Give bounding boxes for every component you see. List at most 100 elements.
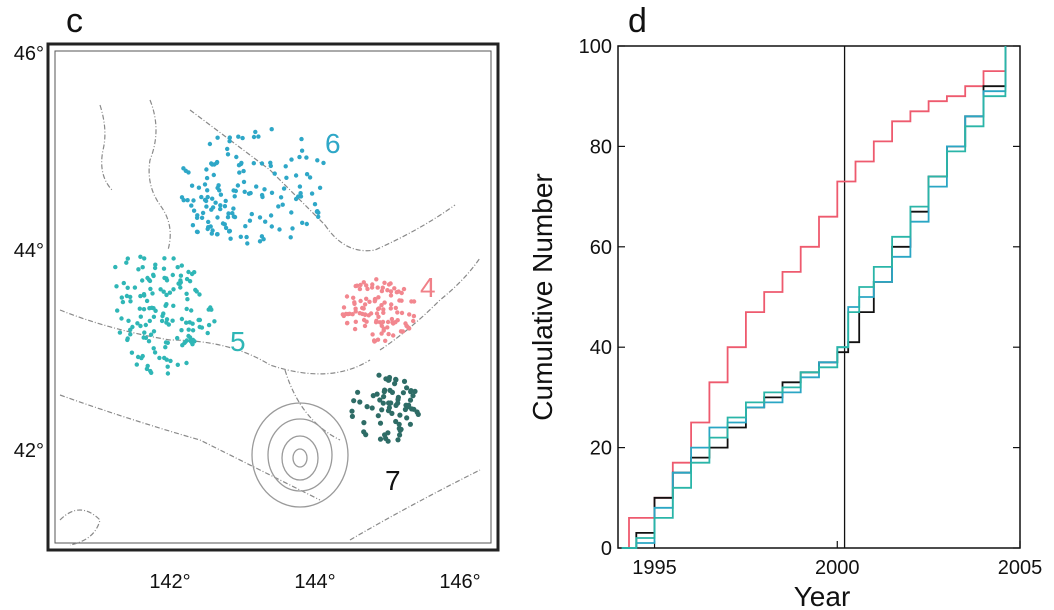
cluster-6-event-dot bbox=[268, 213, 274, 218]
cluster-4-event-dot bbox=[354, 283, 360, 288]
cluster-6-event-dot bbox=[204, 204, 209, 209]
cluster-7-event-dot bbox=[377, 397, 383, 403]
cluster-7-event-dot bbox=[397, 427, 403, 433]
cluster-5-event-dot bbox=[205, 330, 210, 336]
cluster-6-event-dot bbox=[218, 203, 223, 208]
cluster-4-event-dot bbox=[353, 319, 358, 324]
cluster-5-event-dot bbox=[196, 317, 201, 323]
cluster-5-event-dot bbox=[140, 278, 145, 283]
cluster-5-event-dot bbox=[128, 299, 133, 304]
cluster-6-event-dot bbox=[190, 223, 196, 228]
cluster-6-event-dot bbox=[253, 129, 258, 135]
cluster-4-event-dot bbox=[398, 329, 404, 334]
cluster-6-event-dot bbox=[199, 215, 205, 220]
cluster-5-event-dot bbox=[206, 322, 212, 328]
cluster-6-event-dot bbox=[225, 152, 231, 157]
cluster-4-event-dot bbox=[375, 337, 381, 342]
cluster-4-event-dot bbox=[401, 286, 407, 292]
cluster-4-event-dot bbox=[385, 288, 390, 293]
cluster-6-event-dot bbox=[312, 202, 318, 207]
cluster-4-event-dot bbox=[379, 303, 384, 308]
cluster-6-event-dot bbox=[196, 185, 202, 190]
cluster-7-event-dot bbox=[406, 402, 412, 408]
cluster-7-event-dot bbox=[408, 389, 414, 395]
cluster-4-event-dot bbox=[364, 319, 369, 324]
cluster-6-event-dot bbox=[254, 184, 259, 189]
cluster-7-event-dot bbox=[369, 405, 375, 411]
cluster-4-event-dot bbox=[386, 282, 392, 287]
cluster-5-event-dot bbox=[158, 287, 163, 292]
cluster-7-event-dot bbox=[376, 372, 382, 378]
cluster-5-event-dot bbox=[153, 308, 158, 313]
cluster-5-event-dot bbox=[151, 314, 157, 319]
cluster-7-event-dot bbox=[379, 407, 385, 413]
cluster-6-event-dot bbox=[215, 185, 220, 191]
cluster-6-event-dot bbox=[233, 188, 238, 194]
cluster-6-event-dot bbox=[214, 160, 219, 166]
cluster-5-event-dot bbox=[148, 332, 154, 337]
cluster-7-event-dot bbox=[397, 412, 403, 418]
cluster-6-event-dot bbox=[244, 234, 249, 240]
cluster-4-event-dot bbox=[364, 283, 369, 288]
cluster-6-event-dot bbox=[215, 135, 220, 140]
cluster-5-event-dot bbox=[132, 285, 138, 290]
cluster-4-event-dot bbox=[360, 311, 365, 317]
cluster-6-event-dot bbox=[218, 206, 223, 212]
cluster-4-event-dot bbox=[358, 298, 363, 304]
plot-ticks: 0 20 40 60 80 100 1995 2000 2005 bbox=[579, 36, 1043, 579]
cluster-4-event-dot bbox=[388, 306, 393, 311]
cluster-7-event-dot bbox=[389, 410, 395, 416]
cluster-7-event-dot bbox=[397, 432, 403, 438]
cluster-5-event-dot bbox=[164, 317, 170, 322]
plot-frame bbox=[617, 45, 1021, 549]
cluster-7-event-dot bbox=[380, 400, 386, 406]
cluster-5-event-dot bbox=[117, 330, 123, 335]
cluster-6-event-dot bbox=[257, 215, 263, 220]
cluster-5-event-dot bbox=[184, 276, 190, 282]
cluster-5-event-dot bbox=[150, 291, 155, 296]
cluster-6-event-dot bbox=[189, 203, 194, 208]
cluster-5-event-dot bbox=[163, 340, 169, 345]
cluster-4-event-dot bbox=[381, 328, 386, 333]
cluster-6-event-dot bbox=[289, 210, 294, 215]
cluster-5-event-dot bbox=[124, 260, 129, 265]
cluster-6-event-dot bbox=[276, 204, 281, 209]
cluster-5-event-dot bbox=[161, 289, 166, 294]
cluster-7-event-dot bbox=[364, 404, 370, 410]
cluster-6-event-dot bbox=[247, 218, 253, 223]
cluster-4-event-dot bbox=[395, 318, 400, 323]
cluster-6-event-dot bbox=[317, 185, 323, 190]
cluster-6-event-dot bbox=[191, 208, 197, 213]
cluster-4-event-dot bbox=[377, 320, 383, 325]
cluster-4-event-dot bbox=[383, 338, 388, 343]
cluster-6-event-dot bbox=[304, 155, 309, 160]
cluster-7-event-dot bbox=[400, 390, 406, 396]
cluster-4-event-dot bbox=[370, 332, 375, 337]
cluster-4-event-dot bbox=[375, 306, 381, 312]
cluster-5-event-dot bbox=[162, 256, 167, 261]
cluster-4-event-dot bbox=[381, 310, 386, 315]
cluster-5-event-dot bbox=[175, 335, 180, 341]
cluster-4-event-dot bbox=[374, 311, 380, 316]
cluster-6-event-dot bbox=[223, 198, 228, 204]
cluster-5-event-dot bbox=[178, 285, 183, 290]
cluster-4-event-dot bbox=[357, 286, 363, 292]
cluster-7-event-dot bbox=[370, 393, 376, 399]
cluster-5-event-dot bbox=[147, 318, 152, 324]
cluster-6-event-dot bbox=[281, 186, 287, 191]
cluster-5-event-dot bbox=[151, 329, 157, 334]
cluster-6-event-dot bbox=[236, 134, 241, 139]
cluster-4-event-dot bbox=[390, 320, 395, 325]
cluster-7-event-dot bbox=[396, 421, 402, 427]
y-tick-label: 40 bbox=[590, 337, 612, 359]
cluster-6-event-dot bbox=[205, 194, 210, 200]
cluster-4-event-dot bbox=[367, 299, 372, 304]
cluster-4-event-dot bbox=[341, 305, 347, 310]
cluster-6-event-dot bbox=[241, 179, 247, 185]
cluster-6-event-dot bbox=[227, 229, 232, 234]
cluster-6-event-dot bbox=[230, 211, 235, 216]
cluster-4-event-dot bbox=[368, 311, 374, 316]
cluster-7-event-dot bbox=[377, 420, 384, 426]
cluster-6-event-dot bbox=[231, 214, 237, 219]
cluster-6-event-dot bbox=[215, 215, 220, 220]
